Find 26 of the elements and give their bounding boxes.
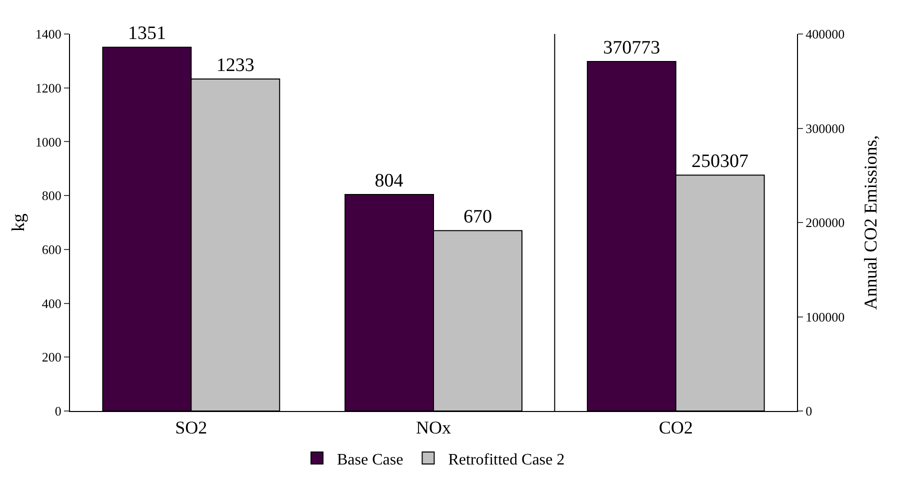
y-tick-label: 1000	[35, 134, 62, 150]
data-label: 370773	[603, 38, 660, 59]
y-tick-label: 800	[42, 188, 62, 204]
legend-label: Retrofitted Case 2	[448, 451, 565, 468]
data-label: 670	[463, 206, 492, 228]
y2-tick-label: 0	[806, 404, 812, 419]
y-tick-label: 600	[42, 242, 62, 257]
y2-tick-label: 300000	[806, 120, 845, 136]
y2-axis-title: Annual CO2 Emissions,	[860, 135, 881, 310]
y2-tick-label: 100000	[806, 309, 845, 324]
x-tick-label: SO2	[175, 418, 208, 438]
y2-tick-label: 200000	[806, 215, 845, 230]
y2-tick-label: 400000	[806, 26, 845, 42]
data-label: 1351	[128, 23, 166, 44]
y-tick-label: 400	[42, 296, 62, 311]
y-tick-label: 1200	[35, 80, 62, 96]
y-tick-label: 1400	[35, 26, 62, 42]
y-tick-label: 0	[54, 404, 62, 419]
data-label: 250307	[692, 151, 749, 172]
data-label: 1233	[216, 54, 254, 76]
x-tick-label: NOx	[416, 418, 451, 438]
y-axis-title: kg	[8, 214, 28, 232]
data-label: 804	[374, 170, 404, 192]
y-tick-label: 200	[42, 350, 62, 365]
x-tick-label: CO2	[658, 418, 693, 438]
legend-label: Base Case	[337, 451, 404, 468]
